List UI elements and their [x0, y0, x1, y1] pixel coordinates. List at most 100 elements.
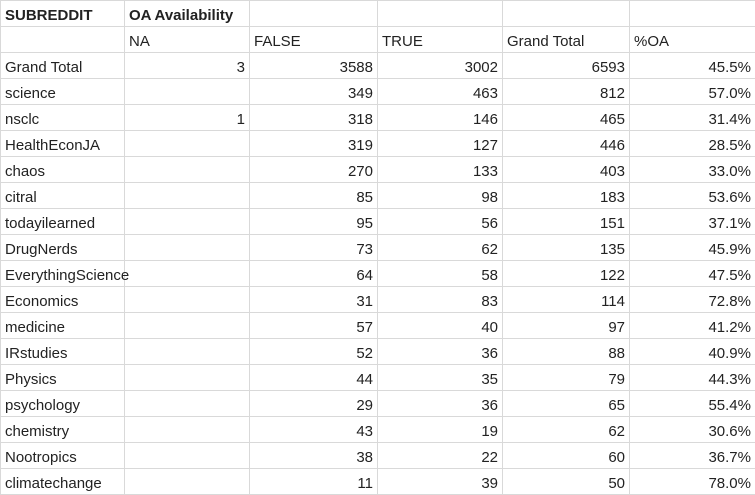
pct-oa-cell[interactable]: 45.9%: [629, 234, 755, 261]
false-count-cell[interactable]: 31: [249, 286, 378, 313]
false-count-cell[interactable]: 3588: [249, 52, 378, 79]
true-count-cell[interactable]: 56: [377, 208, 503, 235]
empty-cell[interactable]: [0, 26, 125, 53]
na-count-cell[interactable]: [124, 234, 250, 261]
pct-oa-cell[interactable]: 55.4%: [629, 390, 755, 417]
grand-total-cell[interactable]: 97: [502, 312, 630, 339]
column-group-header[interactable]: OA Availability: [124, 0, 250, 27]
grand-total-cell[interactable]: 79: [502, 364, 630, 391]
grand-total-cell[interactable]: 465: [502, 104, 630, 131]
na-count-cell[interactable]: [124, 442, 250, 469]
true-count-cell[interactable]: 35: [377, 364, 503, 391]
na-count-cell[interactable]: [124, 78, 250, 105]
true-count-cell[interactable]: 36: [377, 390, 503, 417]
subreddit-cell[interactable]: climatechange: [0, 468, 125, 495]
grand-total-cell[interactable]: 60: [502, 442, 630, 469]
subreddit-cell[interactable]: Economics: [0, 286, 125, 313]
grand-total-cell[interactable]: 122: [502, 260, 630, 287]
subreddit-cell[interactable]: medicine: [0, 312, 125, 339]
na-count-cell[interactable]: [124, 468, 250, 495]
grand-total-cell[interactable]: 151: [502, 208, 630, 235]
true-count-cell[interactable]: 83: [377, 286, 503, 313]
subreddit-cell[interactable]: HealthEconJA: [0, 130, 125, 157]
na-count-cell[interactable]: [124, 312, 250, 339]
grand-total-cell[interactable]: 88: [502, 338, 630, 365]
pct-oa-cell[interactable]: 72.8%: [629, 286, 755, 313]
subreddit-cell[interactable]: chaos: [0, 156, 125, 183]
subreddit-cell[interactable]: science: [0, 78, 125, 105]
false-count-cell[interactable]: 64: [249, 260, 378, 287]
empty-cell[interactable]: [249, 0, 378, 27]
pct-oa-cell[interactable]: 41.2%: [629, 312, 755, 339]
pct-oa-cell[interactable]: 28.5%: [629, 130, 755, 157]
pct-oa-cell[interactable]: 37.1%: [629, 208, 755, 235]
na-count-cell[interactable]: [124, 208, 250, 235]
na-count-cell[interactable]: 3: [124, 52, 250, 79]
true-count-cell[interactable]: 127: [377, 130, 503, 157]
empty-cell[interactable]: [629, 0, 755, 27]
na-count-cell[interactable]: [124, 260, 250, 287]
subreddit-cell[interactable]: EverythingScience: [0, 260, 129, 287]
empty-cell[interactable]: [502, 0, 630, 27]
grand-total-cell[interactable]: 50: [502, 468, 630, 495]
na-count-cell[interactable]: [124, 338, 250, 365]
true-count-cell[interactable]: 463: [377, 78, 503, 105]
true-count-cell[interactable]: 22: [377, 442, 503, 469]
true-count-cell[interactable]: 36: [377, 338, 503, 365]
false-count-cell[interactable]: 85: [249, 182, 378, 209]
pct-oa-cell[interactable]: 53.6%: [629, 182, 755, 209]
column-header-grand-total[interactable]: Grand Total: [502, 26, 630, 53]
grand-total-cell[interactable]: 135: [502, 234, 630, 261]
subreddit-cell[interactable]: Grand Total: [0, 52, 125, 79]
na-count-cell[interactable]: [124, 416, 250, 443]
pct-oa-cell[interactable]: 47.5%: [629, 260, 755, 287]
na-count-cell[interactable]: [124, 182, 250, 209]
subreddit-cell[interactable]: todayilearned: [0, 208, 125, 235]
subreddit-cell[interactable]: chemistry: [0, 416, 125, 443]
na-count-cell[interactable]: [124, 364, 250, 391]
true-count-cell[interactable]: 133: [377, 156, 503, 183]
grand-total-cell[interactable]: 403: [502, 156, 630, 183]
false-count-cell[interactable]: 349: [249, 78, 378, 105]
na-count-cell[interactable]: [124, 156, 250, 183]
column-header-pct-oa[interactable]: %OA: [629, 26, 755, 53]
false-count-cell[interactable]: 73: [249, 234, 378, 261]
grand-total-cell[interactable]: 65: [502, 390, 630, 417]
pct-oa-cell[interactable]: 36.7%: [629, 442, 755, 469]
pct-oa-cell[interactable]: 33.0%: [629, 156, 755, 183]
false-count-cell[interactable]: 44: [249, 364, 378, 391]
false-count-cell[interactable]: 318: [249, 104, 378, 131]
pct-oa-cell[interactable]: 57.0%: [629, 78, 755, 105]
na-count-cell[interactable]: [124, 130, 250, 157]
false-count-cell[interactable]: 270: [249, 156, 378, 183]
pct-oa-cell[interactable]: 44.3%: [629, 364, 755, 391]
na-count-cell[interactable]: [124, 390, 250, 417]
pct-oa-cell[interactable]: 78.0%: [629, 468, 755, 495]
false-count-cell[interactable]: 52: [249, 338, 378, 365]
pct-oa-cell[interactable]: 45.5%: [629, 52, 755, 79]
subreddit-cell[interactable]: Nootropics: [0, 442, 125, 469]
grand-total-cell[interactable]: 62: [502, 416, 630, 443]
empty-cell[interactable]: [377, 0, 503, 27]
pct-oa-cell[interactable]: 31.4%: [629, 104, 755, 131]
column-header-true[interactable]: TRUE: [377, 26, 503, 53]
grand-total-cell[interactable]: 446: [502, 130, 630, 157]
subreddit-cell[interactable]: citral: [0, 182, 125, 209]
false-count-cell[interactable]: 95: [249, 208, 378, 235]
subreddit-cell[interactable]: DrugNerds: [0, 234, 125, 261]
grand-total-cell[interactable]: 812: [502, 78, 630, 105]
false-count-cell[interactable]: 57: [249, 312, 378, 339]
true-count-cell[interactable]: 19: [377, 416, 503, 443]
grand-total-cell[interactable]: 6593: [502, 52, 630, 79]
pct-oa-cell[interactable]: 30.6%: [629, 416, 755, 443]
true-count-cell[interactable]: 62: [377, 234, 503, 261]
false-count-cell[interactable]: 319: [249, 130, 378, 157]
subreddit-cell[interactable]: IRstudies: [0, 338, 125, 365]
subreddit-cell[interactable]: nsclc: [0, 104, 125, 131]
true-count-cell[interactable]: 58: [377, 260, 503, 287]
pct-oa-cell[interactable]: 40.9%: [629, 338, 755, 365]
row-label-header[interactable]: SUBREDDIT: [0, 0, 125, 27]
column-header-false[interactable]: FALSE: [249, 26, 378, 53]
na-count-cell[interactable]: [124, 286, 250, 313]
column-header-na[interactable]: NA: [124, 26, 250, 53]
